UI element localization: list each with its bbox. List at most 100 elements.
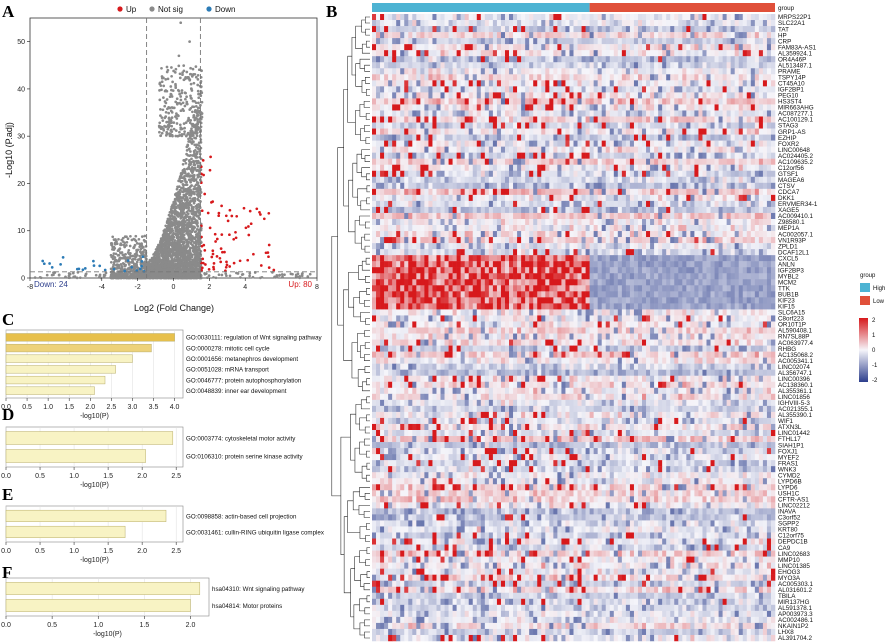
heatmap-cell bbox=[730, 74, 735, 81]
heatmap-cell bbox=[585, 80, 590, 87]
notsig-point bbox=[135, 250, 139, 253]
notsig-point bbox=[188, 108, 192, 111]
heatmap-cell bbox=[500, 56, 506, 63]
heatmap-cell bbox=[456, 74, 461, 81]
heatmap-cell bbox=[758, 50, 764, 57]
heatmap-cell bbox=[380, 68, 385, 75]
notsig-point bbox=[120, 251, 124, 254]
heatmap-cell bbox=[472, 32, 478, 39]
notsig-point bbox=[189, 72, 193, 76]
heatmap-cell bbox=[553, 38, 558, 45]
heatmap-cell bbox=[670, 62, 675, 69]
notsig-point bbox=[57, 273, 61, 277]
heatmap-cell bbox=[766, 14, 772, 21]
heatmap-cell bbox=[690, 14, 695, 21]
notsig-point bbox=[159, 84, 163, 87]
heatmap-cell bbox=[496, 26, 502, 33]
heatmap-cell bbox=[456, 80, 461, 87]
heatmap-cell bbox=[561, 32, 566, 39]
heatmap-cell bbox=[658, 62, 663, 69]
heatmap-cell bbox=[754, 14, 760, 21]
notsig-point bbox=[160, 116, 164, 119]
heatmap-cell bbox=[472, 74, 478, 81]
notsig-point bbox=[174, 229, 178, 233]
notsig-point bbox=[188, 215, 192, 219]
heatmap-cell bbox=[549, 74, 554, 81]
y-tick-label: 0 bbox=[21, 276, 25, 283]
dendrogram-branch bbox=[364, 493, 370, 500]
notsig-point bbox=[163, 274, 167, 278]
heatmap-cell bbox=[500, 50, 506, 57]
notsig-point bbox=[170, 218, 174, 221]
heatmap-cell bbox=[428, 80, 433, 87]
heatmap-cell bbox=[666, 32, 671, 39]
up-point bbox=[242, 206, 246, 210]
heatmap-cell bbox=[637, 26, 643, 33]
notsig-point bbox=[126, 237, 130, 241]
heatmap-cell bbox=[496, 56, 502, 63]
heatmap-cell bbox=[432, 20, 437, 27]
heatmap-cell bbox=[464, 62, 470, 69]
notsig-point bbox=[185, 231, 188, 235]
heatmap-cell bbox=[730, 26, 735, 33]
heatmap-cell bbox=[654, 56, 659, 63]
heatmap-cell bbox=[722, 38, 727, 45]
notsig-point bbox=[194, 136, 198, 140]
heatmap-cell bbox=[674, 14, 679, 21]
heatmap-cell bbox=[758, 38, 764, 45]
heatmap-cell bbox=[513, 74, 518, 81]
notsig-point bbox=[183, 130, 186, 133]
notsig-point bbox=[112, 263, 116, 266]
heatmap-cell bbox=[496, 38, 502, 45]
heatmap-cell bbox=[392, 44, 397, 51]
heatmap-cell bbox=[734, 68, 740, 75]
heatmap-cell bbox=[694, 32, 699, 39]
heatmap-cell bbox=[770, 44, 776, 51]
heatmap-cell bbox=[589, 50, 594, 57]
heatmap-cell bbox=[601, 74, 607, 81]
notsig-point bbox=[170, 209, 174, 212]
heatmap-cell bbox=[730, 56, 735, 63]
heatmap-cell bbox=[456, 50, 461, 57]
heatmap-cell bbox=[690, 44, 695, 51]
heatmap-cell bbox=[404, 32, 409, 39]
heatmap-cell bbox=[682, 74, 687, 81]
heatmap-cell bbox=[517, 26, 522, 33]
heatmap-cell bbox=[682, 20, 687, 27]
heatmap-cell bbox=[569, 80, 574, 87]
heatmap-cell bbox=[392, 38, 397, 45]
notsig-point bbox=[183, 91, 187, 95]
heatmap-cell bbox=[416, 50, 421, 57]
heatmap-cell bbox=[460, 74, 465, 81]
notsig-point bbox=[180, 234, 183, 237]
heatmap-cell bbox=[593, 44, 598, 51]
notsig-point bbox=[123, 235, 127, 238]
notsig-point bbox=[186, 212, 190, 216]
heatmap-cell bbox=[577, 50, 582, 57]
heatmap-cell bbox=[488, 62, 494, 69]
notsig-point bbox=[161, 272, 165, 276]
heatmap-cell bbox=[541, 74, 546, 81]
heatmap-cell bbox=[440, 80, 445, 87]
notsig-point bbox=[127, 248, 131, 252]
heatmap-cell bbox=[678, 74, 683, 81]
heatmap-cell bbox=[766, 56, 772, 63]
notsig-point bbox=[182, 250, 186, 253]
notsig-point bbox=[175, 219, 178, 223]
heatmap-cell bbox=[758, 74, 764, 81]
heatmap-cell bbox=[617, 20, 623, 27]
heatmap-cell bbox=[674, 56, 679, 63]
heatmap-cell bbox=[420, 86, 425, 93]
heatmap-cell bbox=[488, 80, 494, 87]
heatmap-cell bbox=[678, 44, 683, 51]
down-point bbox=[123, 269, 127, 273]
heatmap-cell bbox=[492, 14, 498, 21]
heatmap-cell bbox=[690, 32, 695, 39]
heatmap-cell bbox=[734, 32, 740, 39]
heatmap-cell bbox=[416, 80, 421, 87]
heatmap-cell bbox=[694, 38, 699, 45]
heatmap-cell bbox=[428, 68, 433, 75]
heatmap-cell bbox=[770, 50, 776, 57]
dendrogram-branch bbox=[364, 354, 370, 361]
heatmap-cell bbox=[376, 38, 381, 45]
